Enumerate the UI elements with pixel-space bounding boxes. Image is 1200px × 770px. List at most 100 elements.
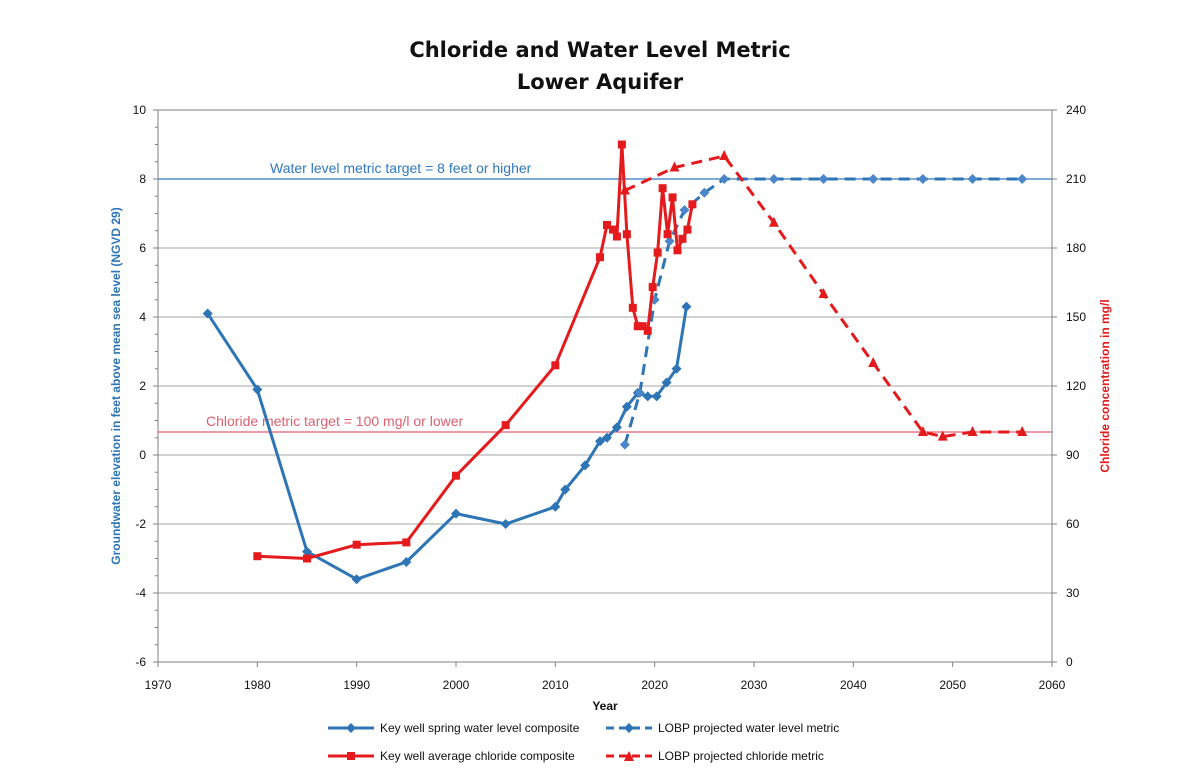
point-2-20	[663, 230, 672, 239]
point-2-11	[617, 140, 626, 149]
gridlines	[153, 109, 1057, 667]
legend-label-1: LOBP projected water level metric	[658, 721, 840, 735]
point-2-9	[608, 225, 617, 234]
right-axis-label: Chloride concentration in mg/l	[1098, 299, 1112, 472]
right-tick-label-6: 180	[1066, 241, 1086, 255]
legend-swatch-1	[606, 723, 652, 733]
point-2-12	[622, 230, 631, 239]
legend-swatch-2	[328, 752, 374, 760]
right-tick-label-8: 240	[1066, 103, 1086, 117]
point-2-19	[658, 184, 667, 193]
point-2-0	[253, 552, 262, 561]
point-0-1	[252, 384, 263, 395]
point-0-5	[451, 508, 461, 519]
point-0-12	[611, 422, 622, 433]
point-3-9	[1017, 426, 1028, 436]
point-0-19	[681, 301, 692, 312]
point-1-10	[917, 174, 928, 184]
legend-label-0: Key well spring water level composite	[380, 721, 580, 735]
point-3-4	[818, 288, 829, 298]
right-tick-label-0: 0	[1066, 655, 1073, 669]
point-2-15	[638, 322, 647, 331]
reference-label-1: Chloride metric target = 100 mg/l or low…	[206, 413, 463, 429]
left-tick-label-5: 4	[139, 310, 146, 324]
x-tick-label-1: 1980	[244, 678, 271, 692]
series-line-0	[206, 306, 688, 581]
right-tick-label-3: 90	[1066, 448, 1080, 462]
point-2-13	[628, 303, 637, 312]
point-2-16	[643, 326, 652, 335]
left-axis-label: Groundwater elevation in feet above mean…	[109, 207, 123, 564]
point-2-4	[452, 471, 460, 480]
point-0-4	[401, 556, 412, 567]
point-3-0	[619, 184, 630, 195]
chart-title-line2: Lower Aquifer	[516, 70, 684, 94]
right-tick-label-5: 150	[1066, 310, 1086, 324]
legend-swatch-3	[606, 751, 652, 761]
point-0-16	[651, 391, 662, 402]
point-2-21	[668, 193, 677, 202]
legend-item-series-1: LOBP projected water level metric	[606, 721, 839, 735]
point-2-2	[352, 540, 361, 549]
series-line-3	[624, 154, 1023, 439]
point-1-11	[967, 174, 978, 184]
point-2-25	[688, 200, 697, 209]
chart-title-line1: Chloride and Water Level Metric	[409, 38, 791, 62]
left-tick-label-4: 2	[139, 379, 146, 393]
point-2-17	[648, 283, 657, 292]
point-2-5	[501, 421, 510, 430]
point-3-8	[967, 426, 978, 436]
point-0-8	[560, 484, 571, 495]
legend-label-3: LOBP projected chloride metric	[658, 749, 824, 763]
reference-lines: Water level metric target = 8 feet or hi…	[158, 160, 1052, 433]
point-1-6	[719, 174, 730, 184]
point-2-10	[612, 232, 621, 241]
point-1-7	[768, 174, 779, 184]
point-1-5	[699, 187, 710, 198]
left-tick-label-8: 10	[133, 103, 147, 117]
point-2-8	[602, 221, 611, 229]
legend-label-2: Key well average chloride composite	[380, 749, 575, 763]
x-axis-label: Year	[592, 699, 618, 713]
left-tick-label-1: -4	[135, 586, 146, 600]
point-0-18	[671, 363, 682, 374]
point-2-14	[633, 322, 642, 331]
point-3-5	[868, 357, 879, 367]
point-1-0	[619, 439, 630, 450]
x-tick-label-5: 2020	[641, 678, 668, 692]
point-3-7	[937, 430, 948, 441]
point-2-22	[673, 246, 682, 255]
left-tick-label-6: 6	[139, 241, 146, 255]
point-2-1	[303, 554, 311, 563]
point-3-6	[917, 426, 928, 436]
point-1-9	[868, 174, 879, 184]
right-tick-label-7: 210	[1066, 172, 1086, 186]
x-tick-label-2: 1990	[343, 678, 370, 692]
x-tick-label-8: 2050	[939, 678, 966, 692]
point-1-1	[634, 387, 645, 398]
x-tick-label-0: 1970	[145, 678, 172, 692]
point-0-9	[580, 460, 591, 471]
legend-item-series-2: Key well average chloride composite	[328, 749, 575, 763]
point-2-3	[402, 538, 411, 547]
reference-label-0: Water level metric target = 8 feet or hi…	[270, 160, 532, 176]
point-0-13	[621, 401, 632, 412]
point-2-7	[596, 253, 605, 262]
point-0-6	[500, 519, 511, 529]
x-tick-label-6: 2030	[741, 678, 768, 692]
left-tick-label-0: -6	[135, 655, 146, 669]
x-tick-label-3: 2000	[443, 678, 470, 692]
legend-item-series-3: LOBP projected chloride metric	[606, 749, 824, 763]
point-1-4	[679, 205, 690, 216]
point-0-2	[302, 546, 312, 557]
point-0-3	[351, 574, 362, 585]
left-tick-label-7: 8	[139, 172, 146, 186]
point-0-11	[601, 432, 612, 443]
legend-item-series-0: Key well spring water level composite	[328, 721, 579, 735]
point-0-17	[661, 377, 672, 388]
point-2-6	[551, 361, 560, 370]
point-0-15	[642, 391, 653, 402]
point-3-2	[719, 150, 730, 160]
series-group	[202, 140, 1028, 585]
